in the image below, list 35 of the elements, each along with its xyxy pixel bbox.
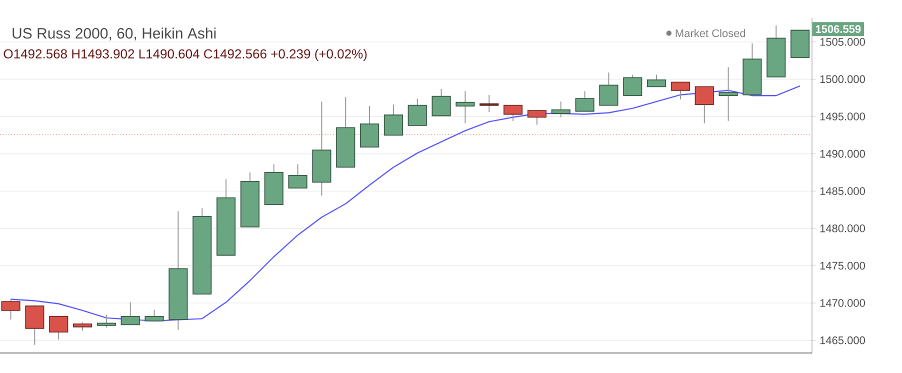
candlestick [1, 298, 20, 320]
text: O1492.568 H1493.902 L1490.604 C1492.566 +0.239 (+0.02%) [4, 48, 367, 62]
candlestick [432, 88, 451, 116]
y-tick-label: 1505.000 [820, 38, 865, 46]
y-tick-label: 1485.000 [820, 187, 865, 195]
candlestick [623, 74, 642, 96]
candlestick [599, 72, 618, 106]
candlestick [718, 66, 738, 122]
candlestick [551, 101, 570, 118]
candlestick [504, 104, 523, 122]
candlestick [670, 82, 690, 100]
y-tick-label: 1500.000 [820, 75, 865, 84]
y-tick-label: 1495.000 [820, 112, 865, 120]
candlestick [384, 104, 403, 136]
candlestick [575, 90, 594, 112]
candlestick [49, 316, 68, 340]
candlestick [120, 302, 140, 326]
annotation: Market Closed [676, 29, 746, 38]
text: US Russ 2000, 60, Heikin Ashi [12, 28, 216, 40]
candlestick [144, 309, 164, 322]
candlestick [527, 110, 546, 126]
y-tick-label: 1470.000 [820, 299, 865, 307]
candlestick [456, 90, 475, 124]
candlestick [694, 86, 714, 124]
text: 1506.559 [816, 25, 861, 33]
y-tick-label: 1465.000 [820, 336, 865, 344]
y-tick-label: 1490.000 [820, 150, 865, 158]
candlestick [288, 164, 308, 189]
candlestick [96, 314, 116, 328]
y-tick-label: 1480.000 [820, 224, 865, 232]
candlestick [360, 106, 380, 148]
candlestick [25, 304, 44, 346]
y-tick-label: 1475.000 [820, 262, 865, 270]
candlestick [408, 98, 427, 126]
candlestick [647, 74, 666, 88]
